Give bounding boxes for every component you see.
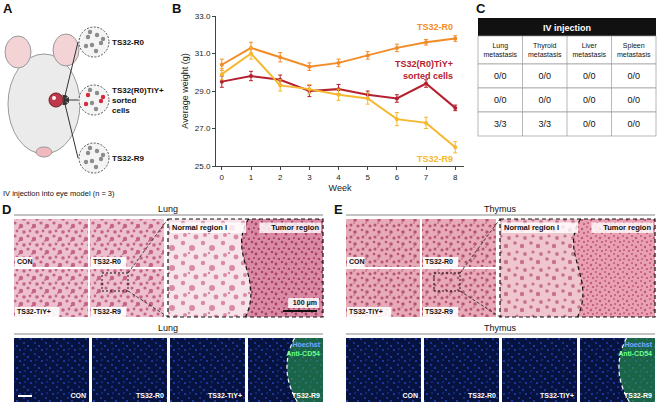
svg-text:TS32-R9: TS32-R9: [292, 392, 320, 399]
svg-text:Normal region I: Normal region I: [172, 223, 227, 232]
svg-text:TS32-R9: TS32-R9: [112, 154, 145, 163]
svg-text:B: B: [172, 1, 181, 16]
svg-text:3: 3: [307, 173, 312, 182]
svg-text:TS32-R0: TS32-R0: [425, 258, 453, 265]
svg-text:TS32(R0)TiY+sortedcells: TS32(R0)TiY+sortedcells: [112, 86, 164, 114]
svg-text:Thymus: Thymus: [484, 323, 517, 333]
svg-text:D: D: [2, 202, 11, 217]
svg-text:Lung: Lung: [158, 323, 178, 333]
svg-text:Average weight (g): Average weight (g): [180, 53, 190, 128]
svg-text:7: 7: [424, 173, 429, 182]
svg-text:TS32-R0: TS32-R0: [136, 392, 164, 399]
svg-text:A: A: [3, 1, 13, 16]
svg-text:Anti-CD54: Anti-CD54: [286, 350, 320, 357]
svg-text:0/0: 0/0: [627, 119, 640, 129]
svg-text:TS32-TiY+: TS32-TiY+: [540, 392, 574, 399]
svg-text:TS32-R9: TS32-R9: [93, 308, 121, 315]
svg-text:100 μm: 100 μm: [293, 299, 317, 307]
svg-text:0/0: 0/0: [627, 95, 640, 105]
svg-text:IV injection: IV injection: [543, 23, 591, 33]
svg-text:5: 5: [365, 173, 370, 182]
svg-text:TS32-TiY+: TS32-TiY+: [208, 392, 242, 399]
svg-text:33.0: 33.0: [195, 12, 211, 21]
svg-text:0/0: 0/0: [583, 119, 596, 129]
svg-text:Tumor region: Tumor region: [271, 223, 319, 232]
svg-text:TS32-R0: TS32-R0: [417, 22, 453, 32]
svg-text:0/0: 0/0: [627, 71, 640, 81]
svg-text:CON: CON: [70, 392, 86, 399]
svg-text:TS32-R0: TS32-R0: [93, 258, 121, 265]
svg-text:TS32-R0: TS32-R0: [468, 392, 496, 399]
svg-text:0/0: 0/0: [494, 71, 507, 81]
svg-text:E: E: [334, 202, 343, 217]
svg-text:Lungmetastasis: Lungmetastasis: [484, 42, 518, 57]
svg-text:1: 1: [249, 173, 254, 182]
svg-text:31.0: 31.0: [195, 49, 211, 58]
svg-text:TS32-R9: TS32-R9: [425, 308, 453, 315]
svg-text:0: 0: [220, 173, 225, 182]
svg-text:Anti-CD54: Anti-CD54: [618, 350, 652, 357]
svg-text:IV injection into eye model (n: IV injection into eye model (n = 3): [3, 189, 115, 198]
svg-text:Hoechst: Hoechst: [624, 341, 652, 348]
svg-text:TS32(R0)TiY+sorted cells: TS32(R0)TiY+sorted cells: [395, 59, 453, 81]
svg-text:CON: CON: [402, 392, 418, 399]
svg-text:C: C: [476, 1, 486, 16]
svg-text:Thyroidmetastasis: Thyroidmetastasis: [528, 42, 562, 57]
svg-text:27.0: 27.0: [195, 124, 211, 133]
svg-text:0/0: 0/0: [538, 71, 551, 81]
svg-text:Normal region I: Normal region I: [504, 223, 559, 232]
svg-text:TS32-TiY+: TS32-TiY+: [17, 308, 51, 315]
svg-text:TS32-R0: TS32-R0: [112, 38, 145, 47]
svg-text:CON: CON: [17, 258, 33, 265]
svg-text:TS32-R9: TS32-R9: [417, 154, 453, 164]
svg-text:Hoechst: Hoechst: [292, 341, 320, 348]
svg-text:Week: Week: [329, 183, 352, 193]
svg-text:0/0: 0/0: [494, 95, 507, 105]
svg-text:Thymus: Thymus: [484, 204, 517, 214]
svg-text:TS32-R9: TS32-R9: [624, 392, 652, 399]
svg-text:29.0: 29.0: [195, 87, 211, 96]
svg-text:0/0: 0/0: [583, 71, 596, 81]
svg-text:25.0: 25.0: [195, 162, 211, 171]
svg-text:3/3: 3/3: [494, 119, 507, 129]
svg-text:TS32-TiY+: TS32-TiY+: [349, 308, 383, 315]
svg-text:0/0: 0/0: [583, 95, 596, 105]
svg-text:CON: CON: [349, 258, 365, 265]
svg-text:Tumor region: Tumor region: [603, 223, 651, 232]
svg-text:0/0: 0/0: [538, 95, 551, 105]
svg-text:2: 2: [278, 173, 283, 182]
svg-text:4: 4: [336, 173, 341, 182]
svg-text:8: 8: [453, 173, 458, 182]
svg-text:Livermetastasis: Livermetastasis: [573, 42, 607, 57]
svg-text:Lung: Lung: [158, 204, 178, 214]
svg-text:3/3: 3/3: [538, 119, 551, 129]
svg-text:Spleenmetastasis: Spleenmetastasis: [617, 42, 651, 57]
svg-text:6: 6: [395, 173, 400, 182]
